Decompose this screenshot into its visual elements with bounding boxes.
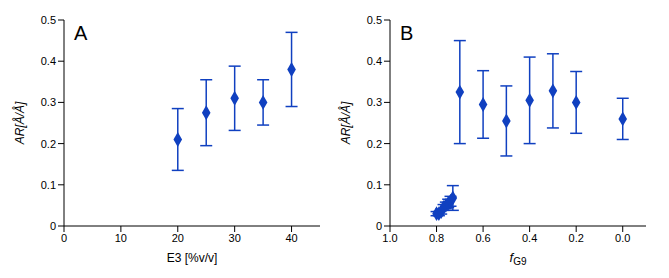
svg-text:0: 0 bbox=[376, 220, 382, 232]
svg-text:0.4: 0.4 bbox=[41, 55, 56, 67]
html-text:A: A bbox=[74, 22, 88, 44]
svg-text:0.0: 0.0 bbox=[615, 232, 630, 244]
svg-text:0.2: 0.2 bbox=[367, 138, 382, 150]
svg-text:1.0: 1.0 bbox=[382, 232, 397, 244]
svg-text:0.3: 0.3 bbox=[41, 96, 56, 108]
svg-text:0: 0 bbox=[61, 232, 67, 244]
svg-text:10: 10 bbox=[115, 232, 127, 244]
svg-text:AR[Å/Å]: AR[Å/Å] bbox=[12, 101, 27, 145]
svg-text:30: 30 bbox=[229, 232, 241, 244]
svg-text:0.6: 0.6 bbox=[475, 232, 490, 244]
svg-text:0.2: 0.2 bbox=[41, 138, 56, 150]
svg-text:0.5: 0.5 bbox=[41, 14, 56, 26]
svg-text:fG9: fG9 bbox=[510, 250, 527, 267]
svg-text:0.2: 0.2 bbox=[569, 232, 584, 244]
svg-text:0.3: 0.3 bbox=[367, 96, 382, 108]
svg-text:0.4: 0.4 bbox=[367, 55, 382, 67]
svg-text:0.8: 0.8 bbox=[429, 232, 444, 244]
svg-text:40: 40 bbox=[285, 232, 297, 244]
svg-text:20: 20 bbox=[172, 232, 184, 244]
svg-text:0.1: 0.1 bbox=[367, 179, 382, 191]
svg-text:0.4: 0.4 bbox=[522, 232, 537, 244]
svg-text:AR[Å/Å]: AR[Å/Å] bbox=[338, 101, 353, 145]
svg-text:0.1: 0.1 bbox=[41, 179, 56, 191]
svg-text:0: 0 bbox=[50, 220, 56, 232]
svg-text:E3 [%v/v]: E3 [%v/v] bbox=[167, 251, 218, 265]
html-text:B: B bbox=[400, 22, 414, 44]
svg-text:0.5: 0.5 bbox=[367, 14, 382, 26]
